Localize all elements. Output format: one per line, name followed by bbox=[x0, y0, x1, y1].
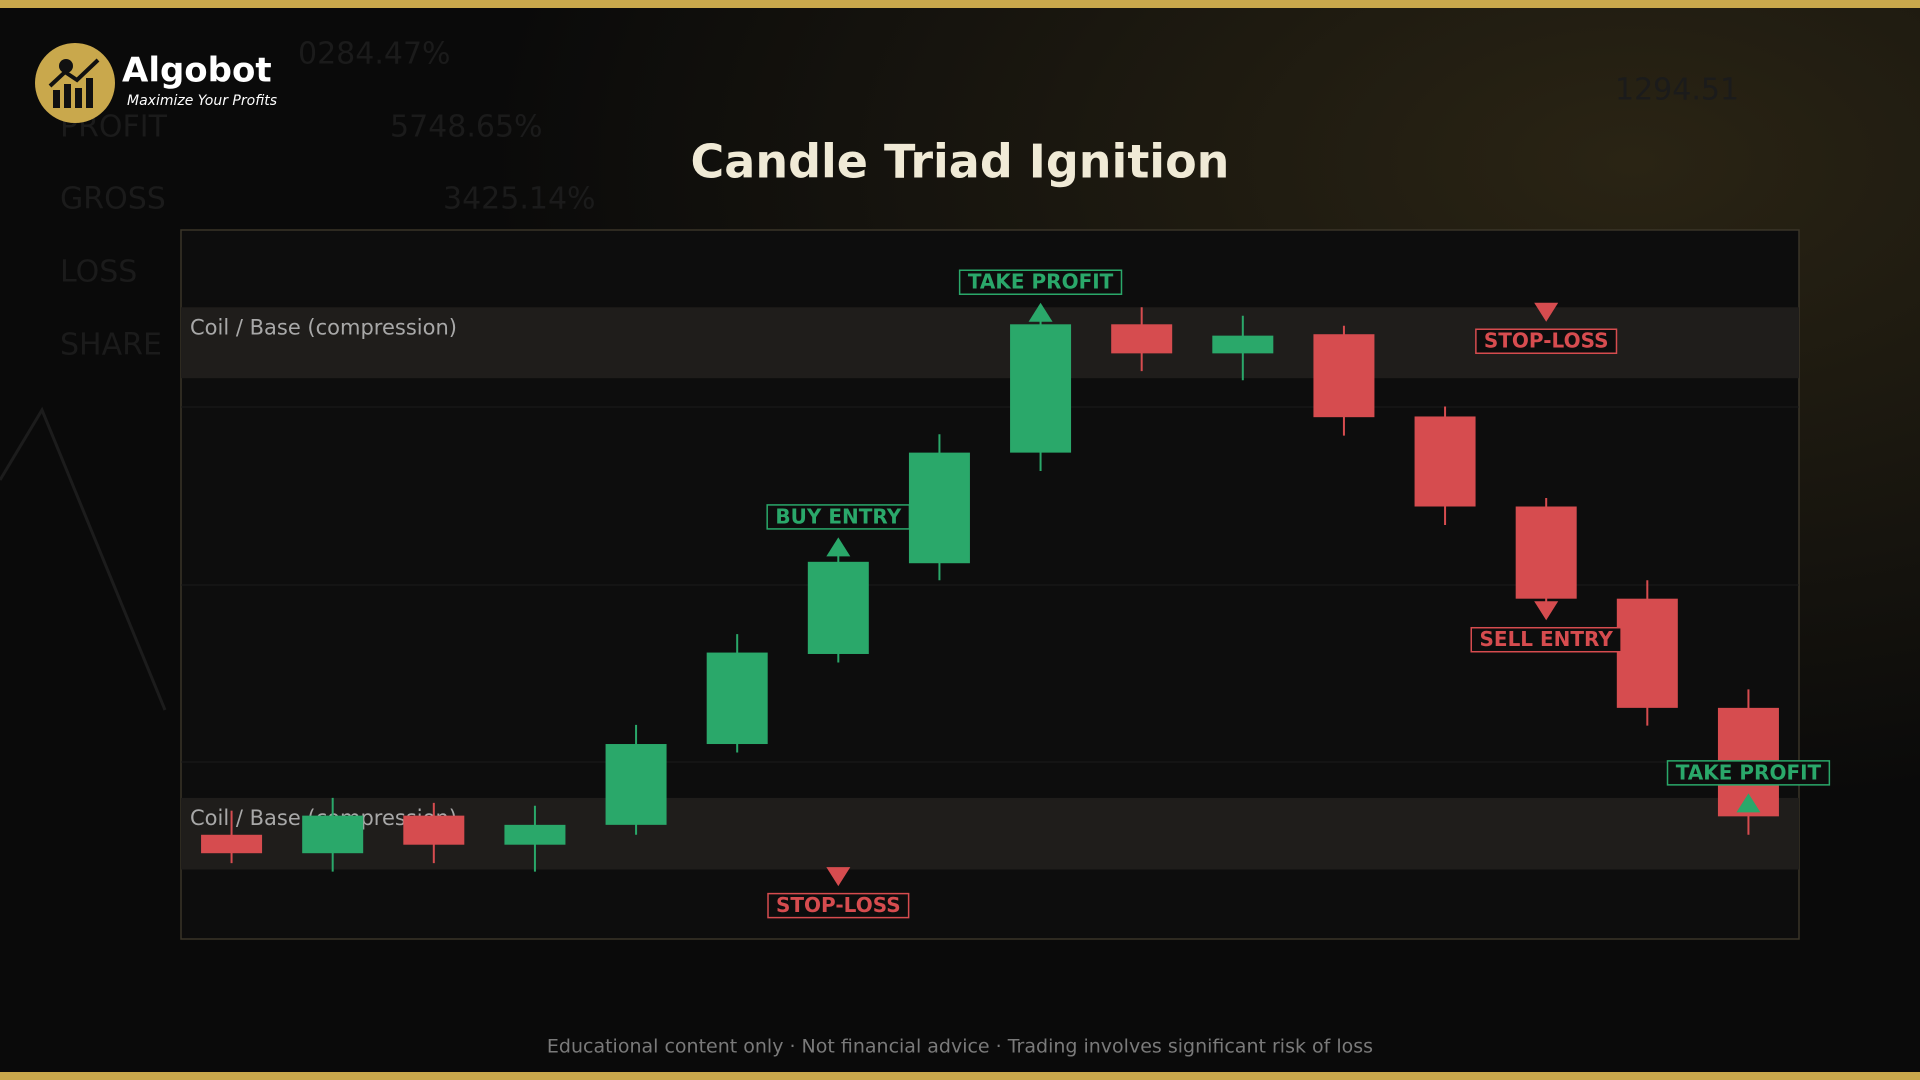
zone-label: Coil / Base (compression) bbox=[190, 315, 457, 339]
bg-stat: SHARE bbox=[60, 328, 162, 363]
logo-icon bbox=[86, 78, 93, 108]
footer-disclaimer: Educational content only · Not financial… bbox=[547, 1036, 1373, 1058]
signal-arrow bbox=[1028, 302, 1053, 322]
logo-icon bbox=[64, 84, 71, 108]
signal-arrow bbox=[1534, 302, 1559, 322]
candle-body bbox=[605, 744, 667, 825]
signal-label: TAKE PROFIT bbox=[1676, 760, 1822, 784]
signal-arrow bbox=[1534, 601, 1559, 621]
bg-stat: 5748.65% bbox=[390, 110, 543, 145]
signal-label: TAKE PROFIT bbox=[968, 270, 1114, 294]
logo-icon bbox=[59, 59, 73, 73]
bg-stat: LOSS bbox=[60, 255, 137, 290]
signal-label-box bbox=[767, 892, 910, 919]
bg-stat: 3425.14% bbox=[443, 182, 596, 217]
brand-tagline: Maximize Your Profits bbox=[127, 93, 277, 109]
signal-label: STOP-LOSS bbox=[1484, 329, 1609, 353]
bg-stat: 1294.51 bbox=[1615, 73, 1739, 108]
signal-arrow bbox=[1736, 793, 1761, 813]
candle-body bbox=[504, 824, 566, 845]
candle-body bbox=[908, 452, 970, 564]
signal-arrow bbox=[826, 867, 851, 887]
bottom-bar bbox=[0, 1072, 1920, 1080]
candle-body bbox=[1212, 335, 1274, 354]
logo-icon bbox=[53, 90, 60, 108]
signal-label: SELL ENTRY bbox=[1480, 627, 1614, 651]
logo-icon bbox=[75, 88, 82, 108]
candle-body bbox=[403, 815, 465, 845]
plot: Coil / Base (compression)Coil / Base (co… bbox=[181, 269, 1831, 919]
top-bar bbox=[0, 0, 1920, 8]
brand-name: Algobot bbox=[122, 51, 272, 91]
signal-label-box bbox=[1666, 760, 1831, 786]
candle-body bbox=[1313, 334, 1375, 418]
signal-label-box bbox=[766, 504, 911, 530]
candle-body bbox=[1111, 324, 1173, 354]
candle-body bbox=[1414, 416, 1476, 507]
candle-body bbox=[1010, 324, 1072, 453]
chart-title: Candle Triad Ignition bbox=[691, 135, 1230, 189]
logo: Algobot Maximize Your Profits bbox=[35, 43, 277, 123]
logo-icon bbox=[48, 58, 100, 88]
candle-body bbox=[302, 815, 364, 854]
signal-label-box bbox=[1475, 328, 1618, 354]
bg-decoration bbox=[0, 406, 167, 711]
candle-body bbox=[201, 834, 263, 854]
candle-body bbox=[1616, 598, 1678, 708]
signal-label: BUY ENTRY bbox=[775, 504, 901, 528]
signal-arrow bbox=[826, 537, 851, 557]
bg-stat: GROSS bbox=[60, 182, 166, 217]
bg-stat: 0284.47% bbox=[298, 37, 451, 72]
signal-label-box bbox=[958, 269, 1123, 295]
background-stats: 0284.47% PROFIT 5748.65% GROSS 3425.14% … bbox=[60, 37, 1739, 363]
candle-body bbox=[706, 652, 768, 745]
logo-badge bbox=[35, 43, 115, 123]
signal-label-box bbox=[1470, 626, 1622, 653]
candle-body bbox=[1515, 506, 1577, 599]
candle-body bbox=[807, 561, 869, 654]
signal-label: STOP-LOSS bbox=[776, 893, 901, 917]
